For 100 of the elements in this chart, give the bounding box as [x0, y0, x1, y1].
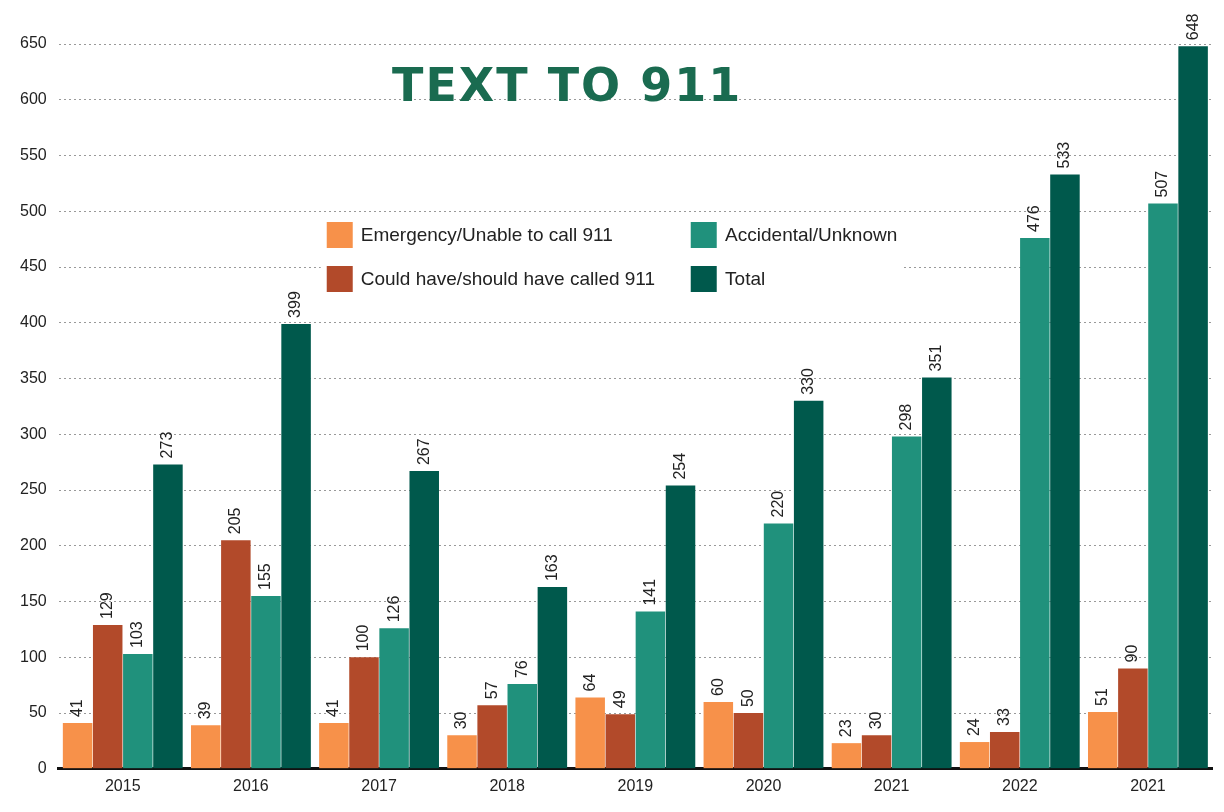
data-label: 533 — [1055, 141, 1073, 169]
bar — [763, 523, 794, 769]
bar — [447, 735, 477, 769]
bar — [703, 701, 734, 769]
legend-label: Total — [725, 268, 766, 290]
bar — [1148, 203, 1178, 769]
legend-label: Emergency/Unable to call 911 — [360, 224, 613, 246]
data-label: 51 — [1093, 688, 1111, 706]
data-label: 39 — [196, 701, 214, 720]
x-tick-label: 2015 — [104, 776, 141, 794]
bar — [1118, 668, 1148, 769]
bar — [635, 611, 666, 769]
y-tick-label: 500 — [19, 201, 47, 219]
bar — [62, 723, 93, 769]
data-label: 476 — [1025, 205, 1043, 233]
bar — [379, 628, 409, 769]
y-tick-label: 350 — [19, 368, 47, 386]
data-label: 50 — [738, 689, 756, 708]
data-label: 254 — [670, 452, 688, 480]
data-label: 273 — [158, 431, 176, 459]
data-label: 507 — [1153, 170, 1171, 198]
bar — [477, 705, 507, 769]
bar — [190, 725, 221, 769]
bar — [221, 540, 251, 769]
data-label: 141 — [640, 578, 658, 606]
data-label: 399 — [286, 291, 304, 318]
data-label: 220 — [768, 490, 786, 518]
data-label: 267 — [414, 438, 432, 466]
data-label: 64 — [580, 673, 598, 692]
data-label: 129 — [98, 592, 116, 619]
bar — [793, 400, 824, 769]
bar — [409, 471, 439, 769]
data-label: 648 — [1183, 13, 1201, 41]
data-label: 24 — [965, 718, 983, 737]
bar — [959, 742, 990, 769]
bar — [1178, 46, 1208, 769]
bar — [891, 436, 922, 769]
y-tick-label: 250 — [19, 480, 47, 498]
data-label: 103 — [128, 621, 146, 648]
bar — [989, 732, 1020, 769]
data-label: 57 — [482, 681, 500, 700]
bar — [665, 485, 696, 769]
bar — [281, 323, 311, 769]
bar — [605, 714, 636, 769]
data-label: 298 — [897, 403, 915, 431]
bar — [575, 697, 605, 769]
data-label: 330 — [799, 368, 817, 395]
data-label: 126 — [384, 595, 402, 623]
y-tick-label: 300 — [19, 424, 47, 442]
data-label: 76 — [512, 660, 530, 679]
data-label: 155 — [256, 563, 274, 590]
bar — [1020, 238, 1050, 769]
bar — [831, 743, 862, 769]
bar — [733, 713, 764, 769]
y-tick-label: 50 — [28, 703, 47, 721]
y-tick-label: 550 — [19, 145, 47, 163]
y-tick-label: 450 — [19, 257, 47, 275]
y-tick-label: 0 — [37, 759, 47, 777]
bar — [349, 657, 379, 769]
bar — [537, 587, 568, 769]
data-label: 30 — [452, 711, 470, 730]
y-tick-label: 100 — [19, 647, 47, 665]
bar — [1088, 711, 1118, 769]
y-tick-label: 200 — [19, 536, 47, 554]
bar — [123, 653, 153, 769]
bar — [507, 684, 538, 769]
x-tick-label: 2016 — [233, 776, 269, 794]
data-label: 23 — [836, 719, 854, 738]
y-tick-label: 650 — [19, 34, 47, 52]
data-label: 351 — [927, 344, 945, 372]
y-tick-label: 400 — [19, 313, 47, 331]
data-label: 205 — [226, 507, 244, 535]
bar — [319, 723, 349, 769]
x-tick-label: 2017 — [361, 776, 397, 794]
bar — [922, 377, 952, 769]
bar — [153, 464, 183, 769]
data-label: 33 — [995, 708, 1013, 726]
data-label: 41 — [324, 699, 342, 718]
data-label: 163 — [542, 554, 560, 582]
y-tick-label: 600 — [19, 90, 47, 108]
bar — [92, 624, 123, 769]
legend-label: Accidental/Unknown — [725, 224, 898, 246]
data-label: 49 — [610, 690, 628, 709]
chart-title: TEXT TO 911 — [392, 58, 743, 112]
data-label: 60 — [708, 678, 726, 696]
bar — [251, 595, 281, 769]
x-tick-label: 2021 — [1130, 776, 1166, 794]
x-tick-label: 2021 — [873, 776, 910, 794]
bar — [861, 735, 892, 769]
x-tick-label: 2022 — [1001, 776, 1038, 794]
data-label: 30 — [866, 711, 884, 730]
y-tick-label: 150 — [19, 591, 47, 609]
data-label: 100 — [354, 624, 372, 652]
x-tick-label: 2020 — [745, 776, 782, 794]
legend-label: Could have/should have called 911 — [360, 268, 656, 290]
x-tick-label: 2019 — [617, 776, 654, 794]
data-label: 41 — [68, 699, 85, 718]
data-label: 90 — [1123, 644, 1141, 663]
bar — [1050, 174, 1080, 769]
x-tick-label: 2018 — [489, 776, 526, 794]
